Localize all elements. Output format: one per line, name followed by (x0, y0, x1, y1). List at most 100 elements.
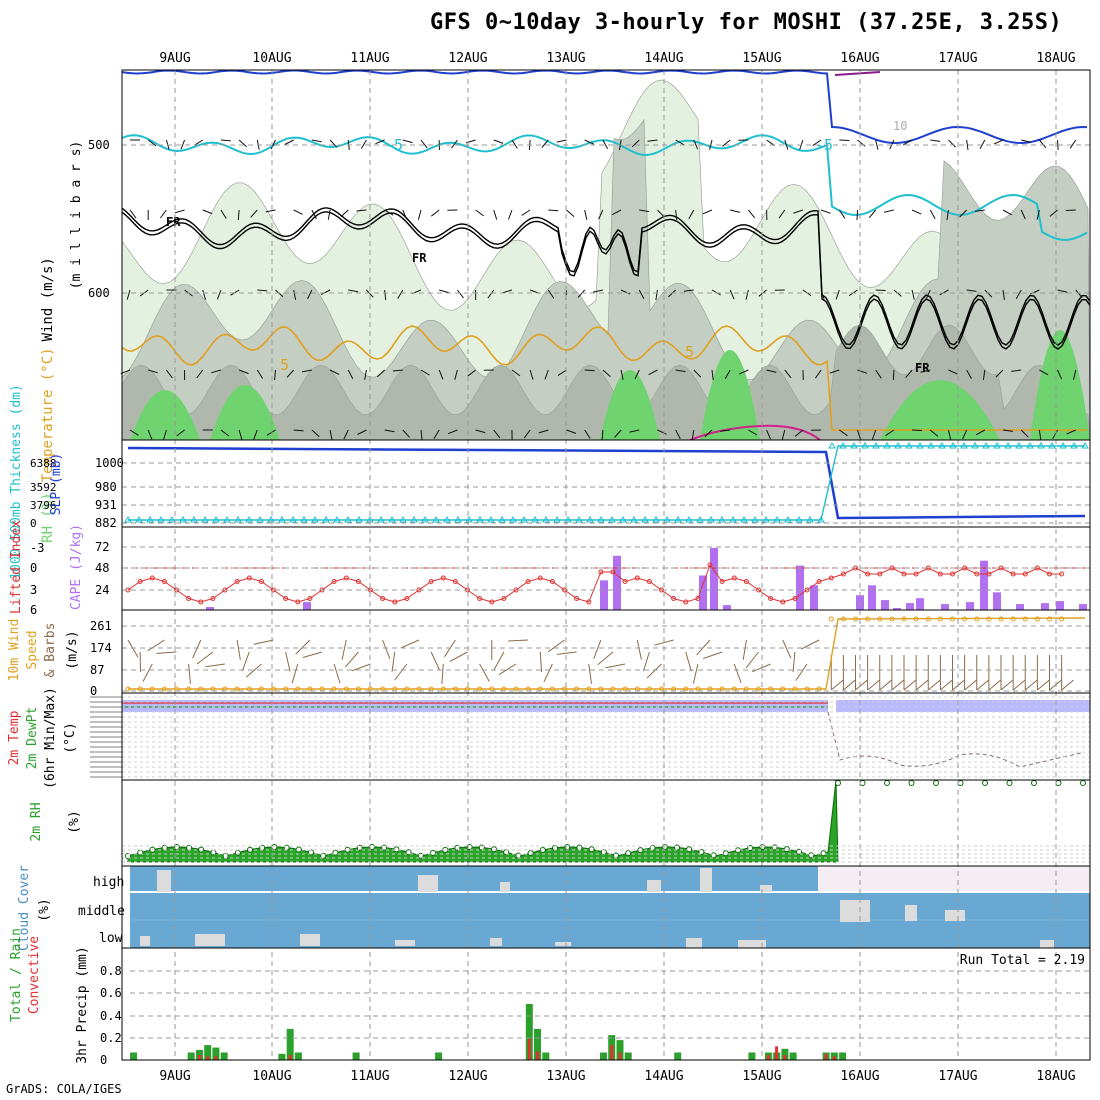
date-label-bottom: 16AUG (840, 1069, 879, 1084)
lifted-index-marker (234, 579, 240, 584)
wind-barb (829, 369, 840, 374)
wind10-barb (351, 663, 371, 672)
thickness-marker (454, 516, 462, 523)
wind10-barb (855, 679, 868, 691)
thickness-marker (828, 442, 836, 449)
temp-5-line (121, 325, 1087, 431)
wind-barb (307, 289, 313, 300)
wind10-barb (891, 679, 905, 691)
thickness-marker (949, 442, 957, 449)
cloud-gap (905, 905, 917, 921)
wind-barb (266, 429, 276, 436)
wind-barb (857, 369, 868, 374)
thickness-marker (751, 516, 759, 523)
rh2m-marker (747, 845, 754, 851)
wind-barb (675, 139, 685, 146)
panel-frames (121, 69, 1091, 1061)
date-label-bottom: 18AUG (1036, 1069, 1075, 1084)
t2m-ylabel-1: 2m Temp (7, 710, 22, 765)
wind-barb (253, 429, 258, 440)
thickness-marker (773, 516, 781, 523)
thickness-marker (564, 516, 572, 523)
slp-ytick-right: 882 (95, 516, 117, 530)
thickness-marker (542, 516, 550, 523)
thickness-marker (663, 516, 671, 523)
wind-barb (979, 139, 986, 149)
wind-barb (238, 139, 247, 148)
wind-barb (1075, 289, 1083, 299)
wind-barb (493, 429, 501, 439)
temp-10-line (121, 69, 1088, 145)
date-label-top: 9AUG (159, 51, 190, 66)
wind-barb (592, 289, 603, 293)
wind-barb (584, 139, 595, 145)
wind-barb (748, 429, 758, 436)
precip-convective-bar (536, 1051, 539, 1060)
wind-barb (584, 429, 591, 439)
wind-barb (174, 209, 185, 214)
lifted-index-marker (768, 596, 774, 601)
cape-bar (723, 605, 731, 610)
precip-total-bar (839, 1052, 847, 1060)
wind-barb (1038, 429, 1042, 440)
cloud-gap (840, 900, 870, 922)
slp-bg (122, 440, 1090, 527)
wind-barb (311, 209, 317, 220)
thickness-marker (850, 442, 858, 449)
thickness-marker (685, 516, 693, 523)
rh2m-marker (908, 780, 915, 786)
wind-barb (1066, 429, 1076, 435)
cloud-gap (738, 940, 766, 948)
wind-barb (364, 369, 367, 380)
wind10-ytick: 261 (90, 619, 112, 633)
upper-ylabel-units: (m i l l i b a r s) (69, 141, 84, 290)
wind-barb (438, 369, 444, 380)
wind-barb (766, 369, 777, 373)
wind-barb (293, 209, 303, 215)
wind10-barb (742, 639, 747, 660)
wind10-barb (498, 663, 517, 676)
precip-ytick: 0.8 (100, 964, 122, 978)
thickness-marker (179, 516, 187, 523)
wind10-barb (196, 651, 214, 665)
slp-ytick-left: 0 (30, 517, 37, 530)
wind-barb (538, 429, 549, 434)
wind-barb (454, 369, 458, 380)
wind10-barb (588, 663, 592, 684)
cape-ytick-left: -3 (30, 541, 44, 555)
lifted-index-marker (489, 599, 495, 605)
lifted-index-marker (477, 596, 483, 601)
wind-barb (1002, 429, 1013, 432)
thickness-marker (762, 516, 770, 523)
wind10-barb (285, 651, 291, 672)
thickness-marker (344, 516, 352, 523)
wind10-barb (1000, 679, 1014, 691)
t2m-band-2 (836, 700, 1090, 712)
thickness-marker (278, 516, 286, 523)
precip-total-bar (534, 1028, 541, 1060)
precip-total-bar (187, 1052, 195, 1060)
thickness-marker (586, 516, 594, 523)
cloud-gap (140, 936, 150, 946)
wind10-ytick: 87 (90, 663, 104, 677)
lifted-index-marker (574, 596, 580, 601)
wind10-barb (792, 651, 796, 672)
thickness-marker (575, 516, 583, 523)
lifted-index-marker (683, 599, 689, 605)
wind10-barb (843, 679, 856, 691)
wind10-barb (867, 679, 880, 691)
rh2m-ylabel-units: (%) (67, 810, 82, 833)
cloud-gap (1040, 940, 1054, 948)
upper-ytick-600: 600 (88, 286, 110, 300)
wind-barb (929, 429, 939, 437)
thickness-marker (696, 516, 704, 523)
thickness-marker (432, 516, 440, 523)
cloud-gap (647, 880, 661, 892)
thickness-marker (157, 516, 165, 523)
cape-bar (941, 604, 949, 610)
thickness-marker (938, 442, 946, 449)
wind10-speed-marker (1059, 616, 1065, 622)
wind10-barb (903, 679, 917, 691)
thickness-marker (498, 516, 506, 523)
wind-barb (439, 289, 449, 294)
